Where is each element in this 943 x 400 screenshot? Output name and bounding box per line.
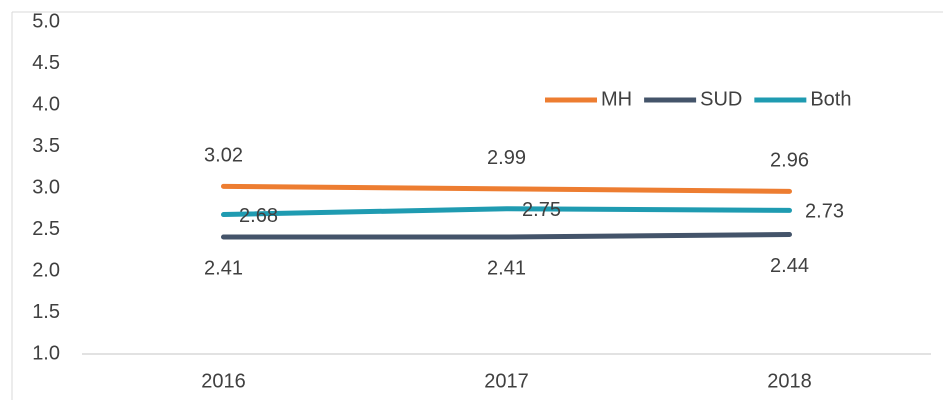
y-tick-label: 4.0 <box>32 93 60 115</box>
data-label: 2.68 <box>239 205 278 227</box>
data-label: 3.02 <box>204 145 243 167</box>
data-label: 2.96 <box>770 150 809 172</box>
series-line <box>221 206 792 218</box>
y-tick-label: 1.0 <box>32 342 60 364</box>
data-label: 2.41 <box>487 257 526 279</box>
y-tick-label: 4.5 <box>32 52 60 74</box>
y-tick-label: 3.5 <box>32 135 60 157</box>
series-line <box>221 183 792 194</box>
series-line <box>221 231 792 240</box>
legend-label: Both <box>810 88 851 110</box>
data-label: 2.73 <box>805 201 844 223</box>
data-label: 2.41 <box>204 257 243 279</box>
data-label: 2.75 <box>522 199 561 221</box>
y-tick-label: 1.5 <box>32 301 60 323</box>
y-tick-label: 2.5 <box>32 218 60 240</box>
x-tick-label: 2018 <box>767 370 812 392</box>
y-tick-label: 3.0 <box>32 176 60 198</box>
y-tick-label: 2.0 <box>32 259 60 281</box>
legend-label: SUD <box>700 88 742 110</box>
data-label: 2.99 <box>487 147 526 169</box>
x-tick-label: 2016 <box>201 370 246 392</box>
data-label: 2.44 <box>770 255 809 277</box>
y-tick-label: 5.0 <box>32 10 60 32</box>
x-tick-label: 2017 <box>484 370 529 392</box>
legend-label: MH <box>601 88 632 110</box>
